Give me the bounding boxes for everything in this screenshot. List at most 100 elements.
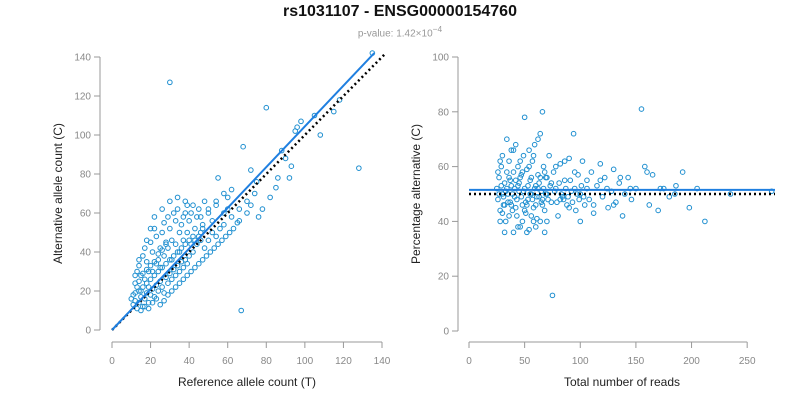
panel1-data-point	[136, 278, 142, 285]
panel2-data-point	[673, 182, 679, 189]
panel2-data-point	[552, 163, 559, 170]
panel1-y-tick-label: 120	[74, 92, 91, 103]
panel1-data-point	[153, 233, 160, 240]
panel1-data-point	[207, 249, 214, 255]
panel1-data-point	[174, 206, 181, 212]
panel2-data-point	[541, 229, 548, 236]
panel2-data-point	[537, 218, 544, 225]
panel2-data-point	[554, 199, 560, 206]
panel1-data-point	[168, 237, 175, 244]
panel2-data-point	[672, 191, 678, 197]
panel1-data-point	[286, 175, 293, 181]
panel2-data-point	[501, 229, 508, 236]
panel1-data-point	[170, 266, 177, 273]
panel1-data-point	[167, 198, 173, 205]
panel1-data-point	[267, 194, 273, 201]
panel1-data-point	[159, 229, 165, 236]
panel1-data-point	[209, 229, 216, 236]
panel2-data-point	[686, 204, 693, 211]
panel2-data-point	[518, 172, 525, 178]
panel1-data-point	[167, 79, 173, 86]
panel2-data-point	[544, 218, 550, 225]
panel2-data-point	[545, 196, 551, 203]
panel1-data-point	[145, 284, 152, 290]
panel2-data-point	[520, 152, 527, 159]
panel2-x-tick-label: 50	[519, 356, 531, 367]
panel2-data-point	[628, 196, 635, 203]
panel1-data-point	[153, 296, 160, 302]
panel1-data-point	[176, 268, 183, 275]
panel2-data-point	[537, 174, 544, 181]
panel1-data-point	[151, 225, 158, 232]
panel2-data-point	[573, 207, 579, 214]
panel2-data-point	[580, 193, 587, 200]
panel1-data-point	[134, 284, 140, 290]
panel2-data-point	[514, 196, 520, 203]
panel1-data-point	[195, 206, 202, 212]
panel1-data-point	[147, 225, 154, 232]
panel1-data-point	[159, 247, 165, 253]
panel1-data-point	[195, 260, 202, 267]
panel2-data-point	[581, 202, 588, 208]
panel1-y-tick-label: 140	[74, 53, 91, 64]
panel2-data-point	[541, 207, 548, 214]
panel1-data-point	[143, 258, 150, 265]
panel1-data-point	[163, 274, 169, 281]
panel1-data-point	[167, 270, 173, 277]
panel1-data-point	[201, 245, 208, 251]
panel2-data-point	[528, 174, 535, 181]
panel2-data-point	[561, 158, 568, 164]
panel2-data-point	[549, 292, 556, 299]
panel2-data-point	[537, 130, 544, 137]
panel2-data-point	[508, 202, 515, 208]
panel2-data-point	[521, 207, 528, 214]
panel1-data-point	[197, 214, 204, 220]
panel2-data-point	[584, 177, 590, 184]
panel2-x-tick-label: 0	[466, 356, 472, 367]
subtitle-text: p-value: 1.42×10	[357, 28, 433, 40]
panel2-y-tick-label: 0	[443, 327, 449, 338]
panel2-data-point	[518, 193, 525, 200]
panel1-data-point	[178, 221, 185, 228]
panel2-data-point	[510, 169, 517, 175]
panel1-data-point	[184, 260, 191, 267]
panel2-y-tick-label: 80	[438, 107, 450, 118]
panel1-data-point	[236, 206, 243, 212]
panel2-data-point	[539, 202, 546, 208]
panel1-data-point	[155, 288, 162, 294]
panel2-data-point	[516, 180, 522, 186]
panel1-data-point	[199, 221, 206, 228]
panel2-data-point	[527, 177, 534, 184]
panel1-data-point	[149, 299, 156, 306]
panel1-data-point	[172, 272, 179, 279]
panel1-data-point	[273, 184, 279, 191]
panel2-data-point	[500, 193, 507, 200]
panel2-data-point	[617, 174, 624, 181]
panel1-data-point	[165, 292, 171, 298]
panel2-data-point	[507, 177, 513, 184]
panel1-data-point	[194, 214, 200, 220]
panel1-y-tick-label: 0	[85, 326, 91, 337]
panel1-data-point	[205, 237, 212, 244]
panel1-data-point	[244, 210, 250, 216]
panel2-data-point	[506, 174, 512, 181]
panel2-data-point	[621, 191, 628, 197]
panel2-data-point	[548, 180, 555, 186]
panel1-data-point	[149, 249, 156, 255]
panel1-data-point	[192, 264, 198, 271]
panel2-data-point	[544, 174, 550, 181]
panel2-y-tick-label: 40	[438, 217, 450, 228]
panel2-data-point	[532, 202, 539, 208]
panel1-data-point	[141, 245, 148, 251]
panel1-data-point	[161, 297, 167, 304]
panel1-data-point	[294, 124, 300, 130]
panel2-data-point	[557, 196, 564, 203]
panel1-data-point	[186, 218, 192, 224]
panel1-data-point	[157, 264, 164, 271]
panel1-x-axis-title: Reference allele count (T)	[178, 375, 316, 389]
panel1-data-point	[282, 155, 289, 162]
panel2-data-point	[501, 180, 508, 186]
panel1-data-point	[228, 186, 235, 193]
panel1-data-point	[172, 241, 179, 247]
